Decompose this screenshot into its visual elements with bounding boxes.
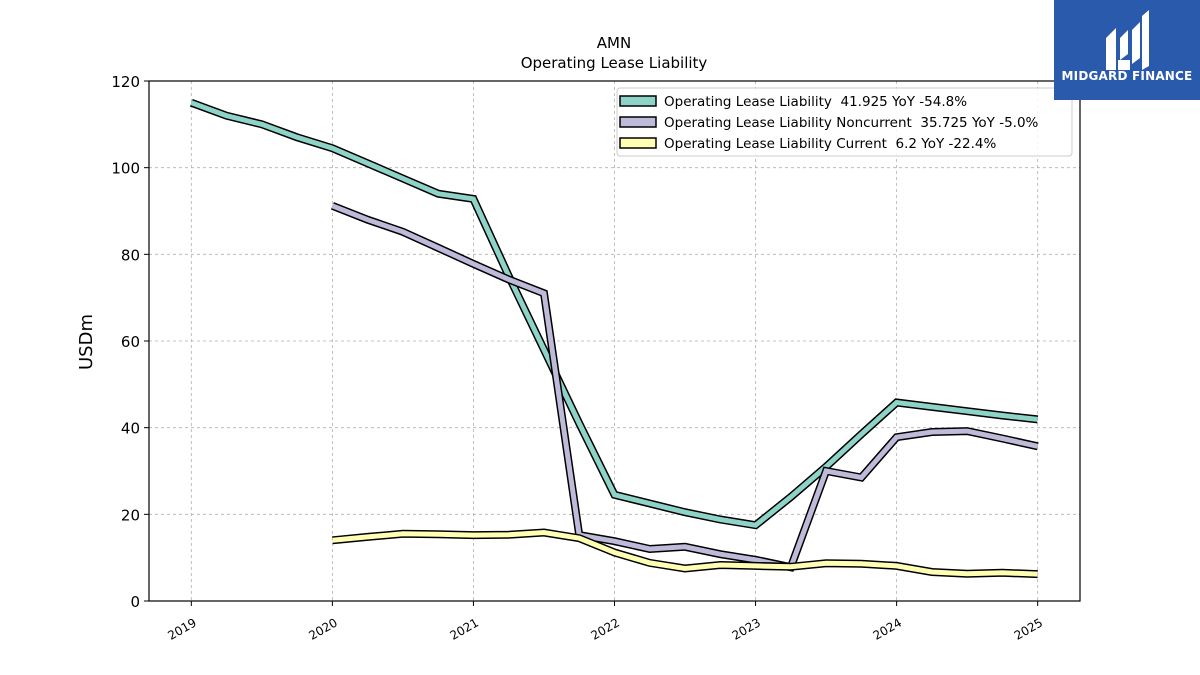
x-tick-label: 2020	[306, 615, 339, 642]
x-tick-label: 2019	[165, 615, 198, 642]
x-tick-label: 2024	[871, 615, 904, 642]
y-tick-label: 80	[121, 246, 140, 264]
series-line	[190, 100, 1038, 528]
legend-box	[616, 87, 1073, 157]
series-lines	[189, 98, 1039, 579]
plot-frame	[148, 80, 1081, 602]
series-1	[330, 202, 1039, 572]
series-2	[332, 528, 1038, 579]
y-tick-label: 20	[121, 506, 140, 524]
x-tick-label: 2022	[589, 615, 622, 642]
y-tick-label: 100	[111, 160, 140, 178]
legend: Operating Lease Liability 41.925 YoY -54…	[616, 87, 1073, 157]
series-line	[331, 203, 1039, 571]
y-axis-label: USDm	[76, 314, 97, 370]
brand-name: MIDGARD FINANCE	[1061, 69, 1193, 83]
x-tick-label: 2025	[1012, 615, 1045, 642]
axis-ticks: 0 20 40 60 80 100 120 2019 2020 2021 2022 2023 2024 2…	[111, 73, 1045, 643]
series-line	[332, 529, 1038, 577]
y-tick-label: 60	[121, 333, 140, 351]
legend-label: Operating Lease Liability Noncurrent 35.…	[664, 115, 1039, 131]
y-tick-label: 120	[111, 73, 140, 91]
x-tick-label: 2021	[447, 615, 480, 642]
brand-logo: MIDGARD FINANCE	[1054, 0, 1200, 100]
y-tick-label: 40	[121, 420, 140, 438]
legend-swatch	[619, 116, 657, 128]
y-tick-label: 0	[130, 593, 140, 611]
chart-title: AMN	[597, 34, 631, 52]
grid	[149, 80, 1080, 602]
brand-mark-icon	[1106, 10, 1149, 70]
legend-swatch	[619, 137, 657, 149]
x-tick-label: 2023	[730, 615, 763, 642]
series-0	[189, 98, 1039, 530]
legend-label: Operating Lease Liability Current 6.2 Yo…	[664, 136, 996, 152]
legend-label: Operating Lease Liability 41.925 YoY -54…	[664, 94, 967, 110]
chart-subtitle: Operating Lease Liability	[521, 54, 708, 72]
legend-swatch	[619, 95, 657, 107]
